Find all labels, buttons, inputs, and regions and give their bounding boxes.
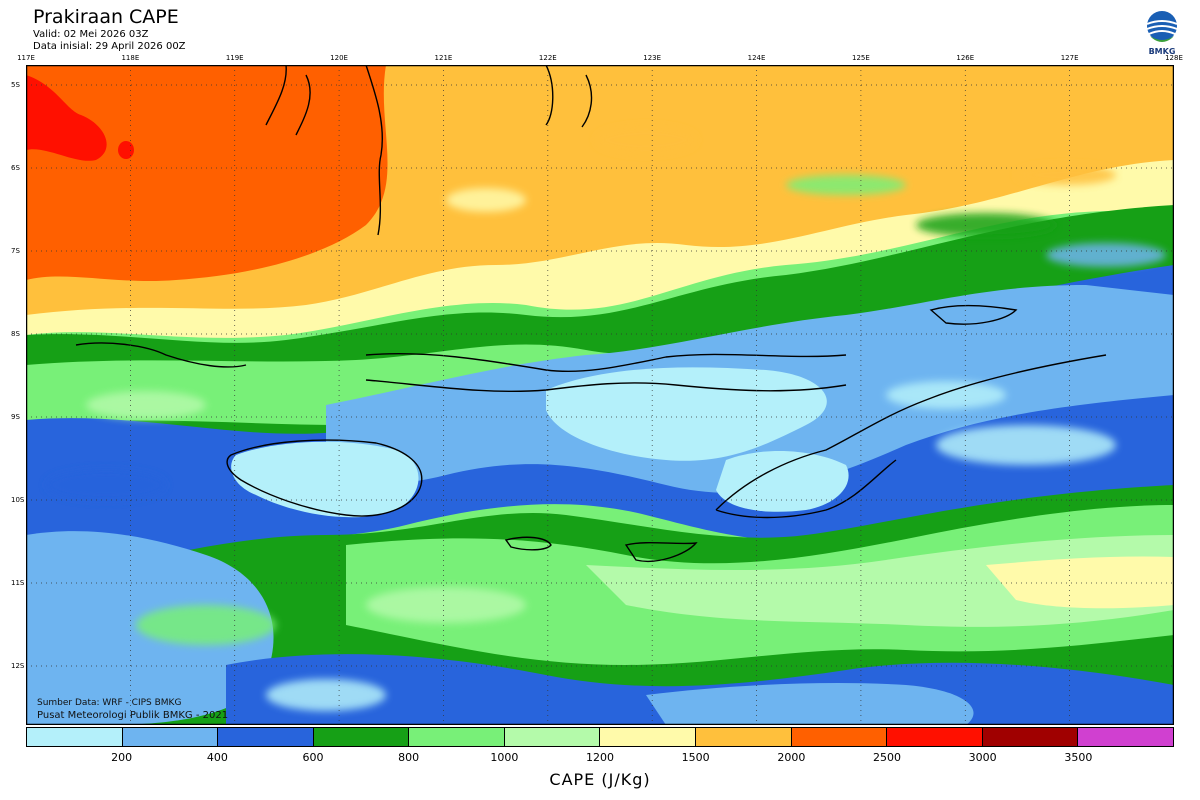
- lat-label: 9S: [11, 413, 20, 421]
- colorbar-segment: [504, 728, 601, 746]
- colorbar: [26, 727, 1174, 747]
- lon-label: 126E: [956, 54, 975, 62]
- colorbar-tick: 2500: [873, 751, 901, 764]
- cape-map: [26, 65, 1174, 725]
- colorbar-label: CAPE (J/Kg): [549, 770, 651, 789]
- field-band-north-orange: [26, 65, 388, 282]
- coast-sulawesi: [365, 65, 384, 236]
- colorbar-tick: 3000: [968, 751, 997, 764]
- credit-source: Sumber Data: WRF - CIPS BMKG: [37, 698, 182, 708]
- lon-label: 118E: [121, 54, 140, 62]
- lon-label: 122E: [538, 54, 557, 62]
- colorbar-tick: 600: [302, 751, 324, 764]
- lon-label: 121E: [434, 54, 453, 62]
- coastlines: [75, 65, 1107, 562]
- field-band-south-midblue: [646, 683, 974, 725]
- field-band-north-red: [26, 75, 107, 161]
- colorbar-segment: [696, 728, 792, 746]
- field-band-south-yellow: [986, 556, 1174, 609]
- map-title: Prakiraan CAPE: [33, 6, 179, 28]
- coast-flores: [365, 353, 847, 373]
- colorbar-segment: [600, 728, 697, 746]
- field-spot-red: [118, 141, 134, 159]
- colorbar-segment: [1078, 728, 1173, 746]
- lat-label: 7S: [11, 247, 20, 255]
- coast-timor: [715, 354, 1107, 519]
- colorbar-tick: 400: [206, 751, 228, 764]
- field-texture: [46, 126, 1166, 711]
- lat-label: 8S: [11, 330, 20, 338]
- coast-sulawesi-2: [265, 65, 311, 136]
- lat-label: 12S: [11, 662, 25, 670]
- logo-text: BMKG: [1149, 47, 1176, 56]
- coast-sumba: [226, 439, 423, 517]
- field-band-south-palegreen: [586, 535, 1174, 627]
- colorbar-tick: 3500: [1064, 751, 1093, 764]
- coast-wetar: [929, 304, 1018, 325]
- credit-institution: Pusat Meteorologi Publik BMKG - 2021: [37, 710, 229, 721]
- colorbar-segment: [313, 728, 410, 746]
- valid-time: Valid: 02 Mei 2026 03Z: [33, 29, 149, 40]
- bmkg-logo: BMKG: [1146, 11, 1178, 56]
- colorbar-segment: [982, 728, 1079, 746]
- coast-lombok-sumbawa: [75, 342, 247, 368]
- coast-flores-south: [365, 379, 847, 393]
- colorbar-segment: [122, 728, 219, 746]
- lat-label: 10S: [11, 496, 25, 504]
- colorbar-tick: 1000: [490, 751, 519, 764]
- coast-sawu: [504, 536, 552, 551]
- lat-label: 11S: [11, 579, 25, 587]
- lon-label: 124E: [747, 54, 766, 62]
- lon-label: 123E: [643, 54, 662, 62]
- lat-label: 5S: [11, 81, 20, 89]
- colorbar-tick: 2000: [777, 751, 806, 764]
- map-frame: [26, 65, 1174, 725]
- lon-label: 128E: [1165, 54, 1183, 62]
- lon-label: 120E: [330, 54, 348, 62]
- grid: [26, 65, 1174, 725]
- colorbar-tick: 1200: [586, 751, 614, 764]
- colorbar-segment: [218, 728, 314, 746]
- colorbar-tick: 800: [398, 751, 420, 764]
- colorbar-tick: 200: [111, 751, 133, 764]
- colorbar-tick: 1500: [681, 751, 710, 764]
- coast-buton: [545, 65, 593, 128]
- field-core-lightblue-timor: [716, 450, 849, 512]
- initial-time: Data inisial: 29 April 2026 00Z: [33, 41, 186, 52]
- colorbar-segment: [27, 728, 123, 746]
- colorbar-segment: [791, 728, 888, 746]
- colorbar-segment: [409, 728, 505, 746]
- lon-label: 119E: [225, 54, 244, 62]
- coast-rote: [624, 542, 698, 562]
- lon-label: 125E: [852, 54, 870, 62]
- colorbar-segment: [887, 728, 983, 746]
- lon-label: 117E: [17, 54, 35, 62]
- lon-label: 127E: [1060, 54, 1079, 62]
- lat-label: 6S: [11, 164, 20, 172]
